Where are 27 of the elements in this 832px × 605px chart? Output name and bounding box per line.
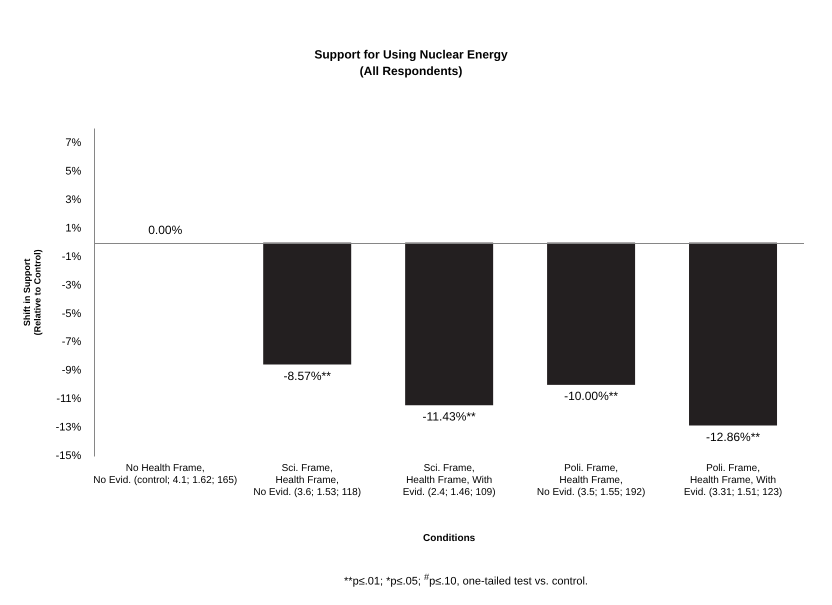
y-tick-label: -15% xyxy=(56,450,82,462)
data-label: -10.00%** xyxy=(564,389,618,404)
data-label: -8.57%** xyxy=(284,368,332,383)
y-axis-title: Shift in Support (Relative to Control) xyxy=(22,249,43,336)
x-tick-label: Poli. Frame, Health Frame, No Evid. (3.5; 1.55; 192) xyxy=(536,462,646,498)
y-tick-label: 7% xyxy=(65,137,82,150)
y-tick-label: 3% xyxy=(65,194,82,206)
data-label: 0.00% xyxy=(148,222,183,237)
y-tick-label: -9% xyxy=(62,364,82,377)
x-tick-label: Poli. Frame, Health Frame, With Evid. (3.31; 1.51; 123) xyxy=(684,462,782,498)
y-tick-label: -5% xyxy=(62,308,82,320)
chart-subtitle: (All Respondents) xyxy=(360,64,462,78)
y-tick-label: -3% xyxy=(62,279,82,292)
y-tick-label: -13% xyxy=(56,422,82,434)
y-tick-label: 1% xyxy=(65,222,82,234)
text: **p≤.01; *p≤.05; $^{#}$p≤.10, one-tailed test vs. control. xyxy=(343,572,589,588)
data-label: -11.43%** xyxy=(422,410,476,424)
x-axis-title: Conditions xyxy=(423,532,476,544)
y-tick-label: -7% xyxy=(62,336,82,348)
y-tick-label: -11% xyxy=(56,393,82,406)
y-tick-label: -1% xyxy=(62,250,82,263)
data-label: -12.86%** xyxy=(706,430,760,444)
chart-title: Support for Using Nuclear Energy xyxy=(314,48,508,62)
y-tick-label: 5% xyxy=(65,166,82,178)
x-tick-label: Sci. Frame, Health Frame, With Evid. (2.4; 1.46; 109) xyxy=(402,462,496,498)
x-tick-label: No Health Frame, No Evid. (control; 4.1; 1.62; 165) xyxy=(93,462,238,486)
x-tick-label: Sci. Frame, Health Frame, No Evid. (3.6; 1.53; 118) xyxy=(253,462,362,498)
